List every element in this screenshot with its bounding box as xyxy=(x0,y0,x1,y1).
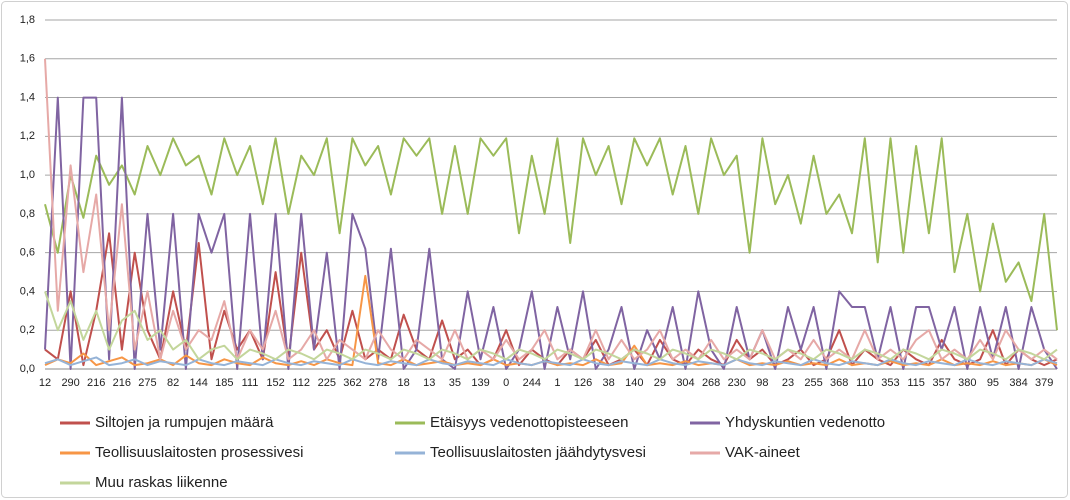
x-tick-label: 216 xyxy=(113,377,131,389)
x-tick-label: 98 xyxy=(756,377,768,389)
x-tick-label: 152 xyxy=(266,377,284,389)
x-tick-label: 255 xyxy=(804,377,822,389)
x-tick-label: 35 xyxy=(449,377,461,389)
x-tick-label: 1 xyxy=(554,377,560,389)
x-tick-label: 268 xyxy=(702,377,720,389)
x-tick-label: 353 xyxy=(881,377,899,389)
x-tick-label: 139 xyxy=(471,377,489,389)
y-tick-label: 1,4 xyxy=(20,91,35,103)
x-tick-label: 115 xyxy=(907,377,925,389)
y-tick-label: 1,0 xyxy=(20,169,35,181)
y-tick-label: 0,2 xyxy=(20,324,35,336)
x-tick-label: 38 xyxy=(603,377,615,389)
legend-label: Teollisuuslaitosten jäähdytysvesi xyxy=(430,444,646,461)
x-tick-label: 95 xyxy=(987,377,999,389)
y-tick-label: 1,8 xyxy=(20,14,35,26)
x-tick-label: 225 xyxy=(318,377,336,389)
y-tick-label: 0,6 xyxy=(20,247,35,259)
series-line xyxy=(44,137,1058,331)
x-tick-label: 216 xyxy=(87,377,105,389)
y-tick-label: 1,6 xyxy=(20,53,35,65)
x-tick-label: 144 xyxy=(190,377,208,389)
x-tick-label: 379 xyxy=(1035,377,1053,389)
x-tick-label: 230 xyxy=(728,377,746,389)
x-tick-label: 0 xyxy=(503,377,509,389)
legend-label: Teollisuuslaitosten prosessivesi xyxy=(95,444,303,461)
x-tick-label: 29 xyxy=(654,377,666,389)
x-tick-label: 244 xyxy=(523,377,541,389)
x-tick-label: 112 xyxy=(292,377,310,389)
legend-label: VAK-aineet xyxy=(725,444,801,461)
legend-label: Etäisyys vedenottopisteeseen xyxy=(430,414,628,431)
legend-label: Yhdyskuntien vedenotto xyxy=(725,414,885,431)
series-line xyxy=(44,356,1058,367)
x-tick-label: 362 xyxy=(343,377,361,389)
x-tick-label: 278 xyxy=(369,377,387,389)
x-tick-label: 13 xyxy=(423,377,435,389)
x-tick-label: 126 xyxy=(574,377,592,389)
legend-label: Muu raskas liikenne xyxy=(95,474,228,491)
x-tick-label: 82 xyxy=(167,377,179,389)
x-tick-label: 23 xyxy=(782,377,794,389)
x-tick-label: 384 xyxy=(1009,377,1027,389)
x-tick-label: 290 xyxy=(61,377,79,389)
x-tick-label: 110 xyxy=(856,377,874,389)
x-tick-label: 111 xyxy=(242,377,259,389)
x-tick-label: 140 xyxy=(625,377,643,389)
series-line xyxy=(44,291,1058,361)
x-tick-label: 18 xyxy=(398,377,410,389)
legend-label: Siltojen ja rumpujen määrä xyxy=(95,414,274,431)
series-line xyxy=(44,58,1058,361)
y-tick-label: 0,0 xyxy=(20,363,35,375)
x-tick-label: 12 xyxy=(39,377,51,389)
y-tick-label: 0,8 xyxy=(20,208,35,220)
series-line xyxy=(44,96,1058,370)
x-tick-label: 304 xyxy=(676,377,694,389)
x-tick-label: 357 xyxy=(933,377,951,389)
x-tick-label: 275 xyxy=(138,377,156,389)
x-tick-label: 185 xyxy=(215,377,233,389)
y-tick-label: 1,2 xyxy=(20,130,35,142)
y-tick-label: 0,4 xyxy=(20,285,35,297)
x-tick-label: 380 xyxy=(958,377,976,389)
x-tick-label: 368 xyxy=(830,377,848,389)
